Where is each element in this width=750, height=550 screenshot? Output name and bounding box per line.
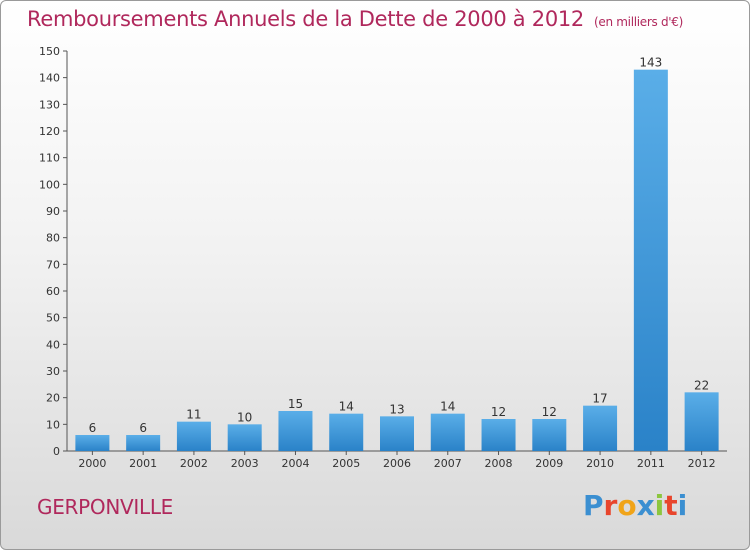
bar-2009 <box>532 419 567 451</box>
proxiti-logo: Proxiti <box>583 489 687 522</box>
unit-label: (en milliers d'€) <box>594 15 684 29</box>
data-label-2006: 13 <box>389 402 404 416</box>
bar-2011 <box>633 69 668 452</box>
logo-letter: i <box>677 489 688 522</box>
x-tick-label-2010: 2010 <box>586 457 614 470</box>
x-tick-label-2005: 2005 <box>332 457 360 470</box>
data-label-2005: 14 <box>339 400 354 414</box>
bar-2002 <box>176 421 211 451</box>
bar-2000 <box>75 435 110 451</box>
data-label-2001: 6 <box>139 421 147 435</box>
data-label-2002: 11 <box>186 408 201 422</box>
data-label-2012: 22 <box>694 378 709 392</box>
y-tick-label: 30 <box>46 365 60 378</box>
x-tick-label-2007: 2007 <box>434 457 462 470</box>
y-tick-label: 120 <box>39 125 60 138</box>
y-tick-label: 10 <box>46 418 60 431</box>
y-tick-label: 20 <box>46 392 60 405</box>
logo-letter: t <box>664 489 678 522</box>
data-label-2007: 14 <box>440 400 455 414</box>
x-tick-label-2002: 2002 <box>180 457 208 470</box>
title-text: Remboursements Annuels de la Dette de 20… <box>27 7 584 31</box>
data-label-2010: 17 <box>592 392 607 406</box>
y-tick-label: 0 <box>53 445 60 458</box>
logo-letter: P <box>583 489 604 522</box>
y-tick-label: 50 <box>46 312 60 325</box>
data-label-2011: 143 <box>639 56 662 70</box>
commune-name: GERPONVILLE <box>37 495 173 519</box>
y-tick-label: 140 <box>39 72 60 85</box>
x-tick-label-2012: 2012 <box>688 457 716 470</box>
bar-2005 <box>329 413 364 451</box>
bar-2003 <box>227 424 262 451</box>
x-tick-label-2011: 2011 <box>637 457 665 470</box>
bar-2007 <box>430 413 465 451</box>
logo-letter: x <box>636 489 655 522</box>
y-tick-label: 100 <box>39 178 60 191</box>
bar-2004 <box>278 411 313 451</box>
data-label-2009: 12 <box>542 405 557 419</box>
y-tick-label: 70 <box>46 258 60 271</box>
bar-2008 <box>481 419 516 451</box>
bar-2001 <box>126 435 161 451</box>
y-tick-label: 80 <box>46 232 60 245</box>
y-tick-label: 40 <box>46 338 60 351</box>
data-label-2003: 10 <box>237 410 252 424</box>
bar-2010 <box>583 405 618 451</box>
bars: 6 6 11 10 15 14 13 14 12 12 17 143 22 <box>75 56 719 452</box>
y-tick-label: 60 <box>46 285 60 298</box>
y-tick-label: 90 <box>46 205 60 218</box>
x-tick-label-2009: 2009 <box>535 457 563 470</box>
data-label-2000: 6 <box>89 421 97 435</box>
bar-2012 <box>684 392 719 451</box>
chart-title: Remboursements Annuels de la Dette de 20… <box>27 7 683 31</box>
x-tick-label-2006: 2006 <box>383 457 411 470</box>
logo-letter: i <box>654 489 665 522</box>
bar-2006 <box>380 416 414 451</box>
y-tick-label: 110 <box>39 152 60 165</box>
x-tick-label-2004: 2004 <box>281 457 309 470</box>
y-tick-label: 150 <box>39 45 60 58</box>
y-tick-label: 130 <box>39 98 60 111</box>
axes: 0 10 20 30 40 50 60 70 80 90 100 110 120 130 140 150 200… <box>39 45 727 470</box>
data-label-2004: 15 <box>288 397 303 411</box>
x-tick-label-2000: 2000 <box>78 457 106 470</box>
logo-letter: r <box>603 489 618 522</box>
x-tick-label-2003: 2003 <box>231 457 259 470</box>
logo-letter: o <box>617 489 637 522</box>
data-label-2008: 12 <box>491 405 506 419</box>
x-tick-label-2008: 2008 <box>485 457 513 470</box>
x-tick-label-2001: 2001 <box>129 457 157 470</box>
